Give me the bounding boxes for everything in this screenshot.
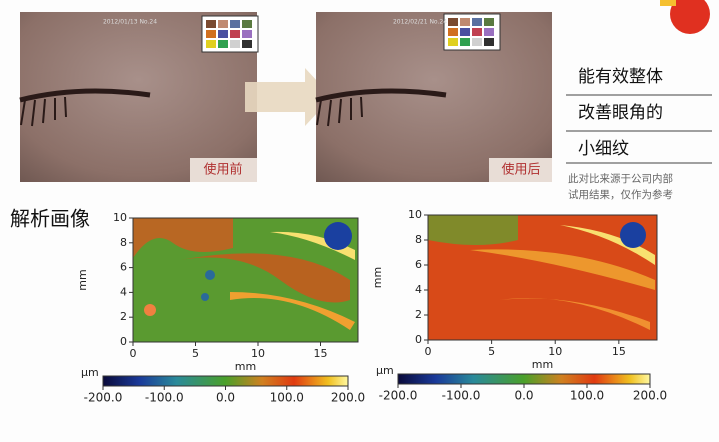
x-tick-label: 5 xyxy=(192,347,199,360)
colorbar-unit: μm xyxy=(376,364,394,377)
y-tick-label: 2 xyxy=(120,310,127,323)
y-tick-label: 8 xyxy=(415,233,422,246)
photo-before: 2012/01/13 No.24 使用前 xyxy=(20,12,259,182)
x-axis-label: mm xyxy=(532,358,553,371)
x-tick-label: 0 xyxy=(425,345,432,358)
y-tick-label: 4 xyxy=(120,285,127,298)
colorbar xyxy=(397,373,651,385)
colorbar-tick-label: -200.0 xyxy=(84,391,123,405)
x-tick-label: 15 xyxy=(314,347,328,360)
colorbar-unit: μm xyxy=(81,366,99,379)
colorbar-tick-label: -200.0 xyxy=(379,389,418,403)
decoration xyxy=(670,0,710,34)
x-tick-label: 15 xyxy=(612,345,626,358)
decoration xyxy=(660,0,676,6)
x-tick-label: 10 xyxy=(548,345,562,358)
note: 试用结果，仅作为参考 xyxy=(568,188,673,201)
photo-date: 2012/01/13 No.24 xyxy=(103,19,157,26)
y-tick-label: 8 xyxy=(120,236,127,249)
claim-line: 小细纹 xyxy=(578,139,629,159)
heatmap-before xyxy=(133,218,358,342)
y-tick-label: 0 xyxy=(120,335,127,348)
colorbar-tick-label: 0.0 xyxy=(514,389,533,403)
arrow xyxy=(245,68,332,126)
y-tick-label: 10 xyxy=(408,208,422,221)
x-tick-label: 10 xyxy=(251,347,265,360)
note: 此对比来源于公司内部 xyxy=(568,172,673,185)
y-tick-label: 0 xyxy=(415,333,422,346)
colorbar-tick-label: 200.0 xyxy=(633,389,667,403)
photo-label: 使用后 xyxy=(501,162,540,178)
claim-line: 能有效整体 xyxy=(578,67,663,87)
y-axis-label: mm xyxy=(371,267,384,288)
colorbar-tick-label: 200.0 xyxy=(331,391,365,405)
y-tick-label: 2 xyxy=(415,308,422,321)
y-tick-label: 4 xyxy=(415,283,422,296)
colorbar-tick-label: -100.0 xyxy=(442,389,481,403)
photo-after: 2012/02/21 No.24 使用后 xyxy=(316,12,552,182)
photo-date: 2012/02/21 No.24 xyxy=(393,19,447,26)
x-axis-label: mm xyxy=(235,360,256,373)
colorbar-tick-label: 100.0 xyxy=(570,389,604,403)
y-tick-label: 10 xyxy=(113,211,127,224)
section-title: 解析画像 xyxy=(10,207,90,231)
heatmap-after xyxy=(428,215,657,340)
x-tick-label: 0 xyxy=(130,347,137,360)
colorbar-tick-label: 100.0 xyxy=(270,391,304,405)
y-tick-label: 6 xyxy=(120,261,127,274)
y-tick-label: 6 xyxy=(415,258,422,271)
y-axis-label: mm xyxy=(76,269,89,290)
colorbar-tick-label: -100.0 xyxy=(145,391,184,405)
plot-frame xyxy=(132,217,359,343)
claim-line: 改善眼角的 xyxy=(578,103,663,123)
colorbar xyxy=(102,375,349,387)
x-tick-label: 5 xyxy=(488,345,495,358)
photo-label: 使用前 xyxy=(203,162,242,178)
colorbar-tick-label: 0.0 xyxy=(216,391,235,405)
plot-frame xyxy=(427,214,658,341)
